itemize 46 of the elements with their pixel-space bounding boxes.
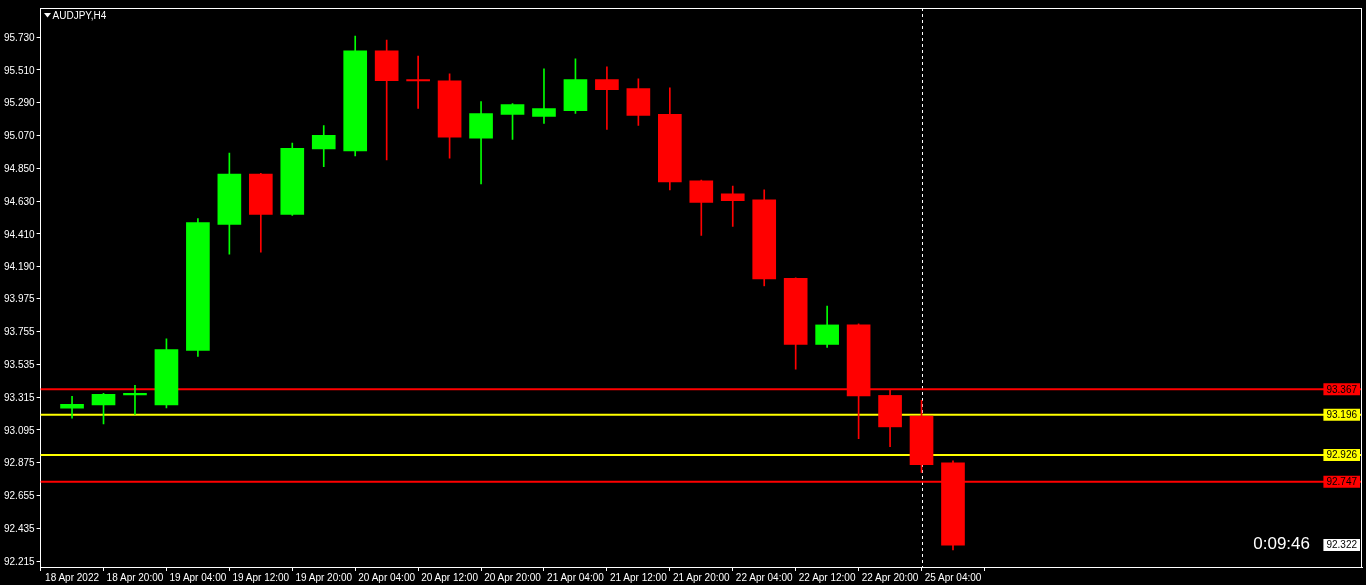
y-tick-label: 94.410 <box>3 228 36 240</box>
y-tick-label: 92.215 <box>3 555 36 567</box>
x-tick-label: 22 Apr 12:00 <box>798 571 856 583</box>
x-tick-label: 20 Apr 20:00 <box>484 571 542 583</box>
candlestick <box>720 185 745 227</box>
y-tick-label: 92.435 <box>3 522 36 534</box>
y-tick-label: 95.070 <box>3 130 36 142</box>
candlestick <box>532 68 556 124</box>
y-tick-label: 92.655 <box>3 490 36 502</box>
x-tick-label: 22 Apr 04:00 <box>735 571 794 583</box>
text: 0:09:46 <box>1253 533 1310 553</box>
x-tick-label: 20 Apr 12:00 <box>421 571 479 583</box>
y-tick-label: 94.630 <box>3 195 36 207</box>
candlestick <box>123 385 147 415</box>
candlestick <box>60 395 84 419</box>
x-tick-label: 21 Apr 04:00 <box>547 571 605 583</box>
y-tick-label: 93.315 <box>3 391 36 403</box>
x-tick-label: 19 Apr 20:00 <box>295 571 353 583</box>
y-tick-label: 93.535 <box>3 359 36 371</box>
ref-line-label: 93.196 <box>1326 409 1358 421</box>
y-tick-label: 95.730 <box>3 31 36 43</box>
y-tick-label: 95.290 <box>3 97 36 109</box>
y-tick-label: 93.095 <box>3 424 36 436</box>
x-tick-label: 19 Apr 04:00 <box>169 571 227 583</box>
x-tick-label: 20 Apr 04:00 <box>358 571 416 583</box>
text: 92.322 <box>1326 539 1358 551</box>
y-tick-label: 93.755 <box>3 326 36 338</box>
x-tick-label: 25 Apr 04:00 <box>924 571 982 583</box>
ref-line-label: 93.367 <box>1326 383 1358 395</box>
y-tick-label: 94.850 <box>3 163 36 174</box>
x-tick-label: 22 Apr 20:00 <box>861 571 919 583</box>
x-tick-label: 21 Apr 12:00 <box>610 571 668 583</box>
y-tick-label: 92.875 <box>3 457 36 469</box>
x-tick-label: 21 Apr 20:00 <box>672 571 731 583</box>
x-tick-label: 19 Apr 12:00 <box>232 571 290 583</box>
y-tick-label: 93.975 <box>3 293 36 305</box>
y-tick-label: 95.510 <box>3 64 36 76</box>
y-tick-label: 94.190 <box>3 261 36 273</box>
candlestick <box>374 39 399 161</box>
ref-line-label: 92.926 <box>1326 449 1358 461</box>
x-tick-label: 18 Apr 2022 <box>45 571 100 583</box>
candlestick <box>595 66 619 130</box>
ref-line-label: 92.747 <box>1326 475 1358 487</box>
chart-title: AUDJPY,H4 <box>52 9 107 21</box>
x-tick-label: 18 Apr 20:00 <box>106 571 164 583</box>
candlestick <box>406 55 430 109</box>
